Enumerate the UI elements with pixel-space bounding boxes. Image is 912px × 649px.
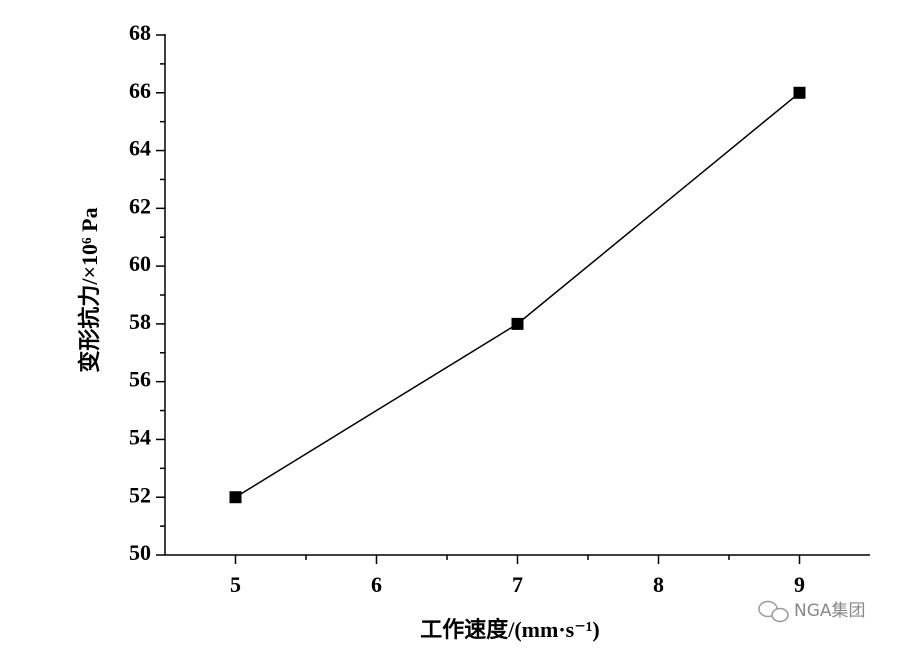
y-tick-label: 68 — [129, 20, 151, 45]
watermark-icon — [758, 600, 789, 623]
y-tick-label: 64 — [129, 136, 151, 161]
x-tick-label: 8 — [653, 572, 664, 597]
y-tick-label: 66 — [129, 78, 151, 103]
y-axis-label: 变形抗力/×10⁶ Pa — [77, 207, 102, 372]
watermark: NGA集团 — [794, 601, 866, 621]
y-tick-label: 54 — [129, 424, 151, 449]
y-tick-label: 62 — [129, 193, 151, 218]
x-tick-label: 6 — [371, 572, 382, 597]
y-tick-label: 60 — [129, 251, 151, 276]
x-tick-label: 5 — [230, 572, 241, 597]
y-tick-label: 56 — [129, 367, 151, 392]
y-tick-label: 50 — [129, 540, 151, 565]
x-tick-label: 7 — [512, 572, 523, 597]
x-tick-label: 9 — [794, 572, 805, 597]
x-axis-label: 工作速度/(mm·s⁻¹) — [420, 617, 600, 642]
marker — [793, 86, 806, 99]
marker — [511, 317, 524, 330]
marker — [229, 491, 242, 504]
y-tick-label: 52 — [129, 482, 151, 507]
y-tick-label: 58 — [129, 309, 151, 334]
line — [235, 92, 800, 498]
